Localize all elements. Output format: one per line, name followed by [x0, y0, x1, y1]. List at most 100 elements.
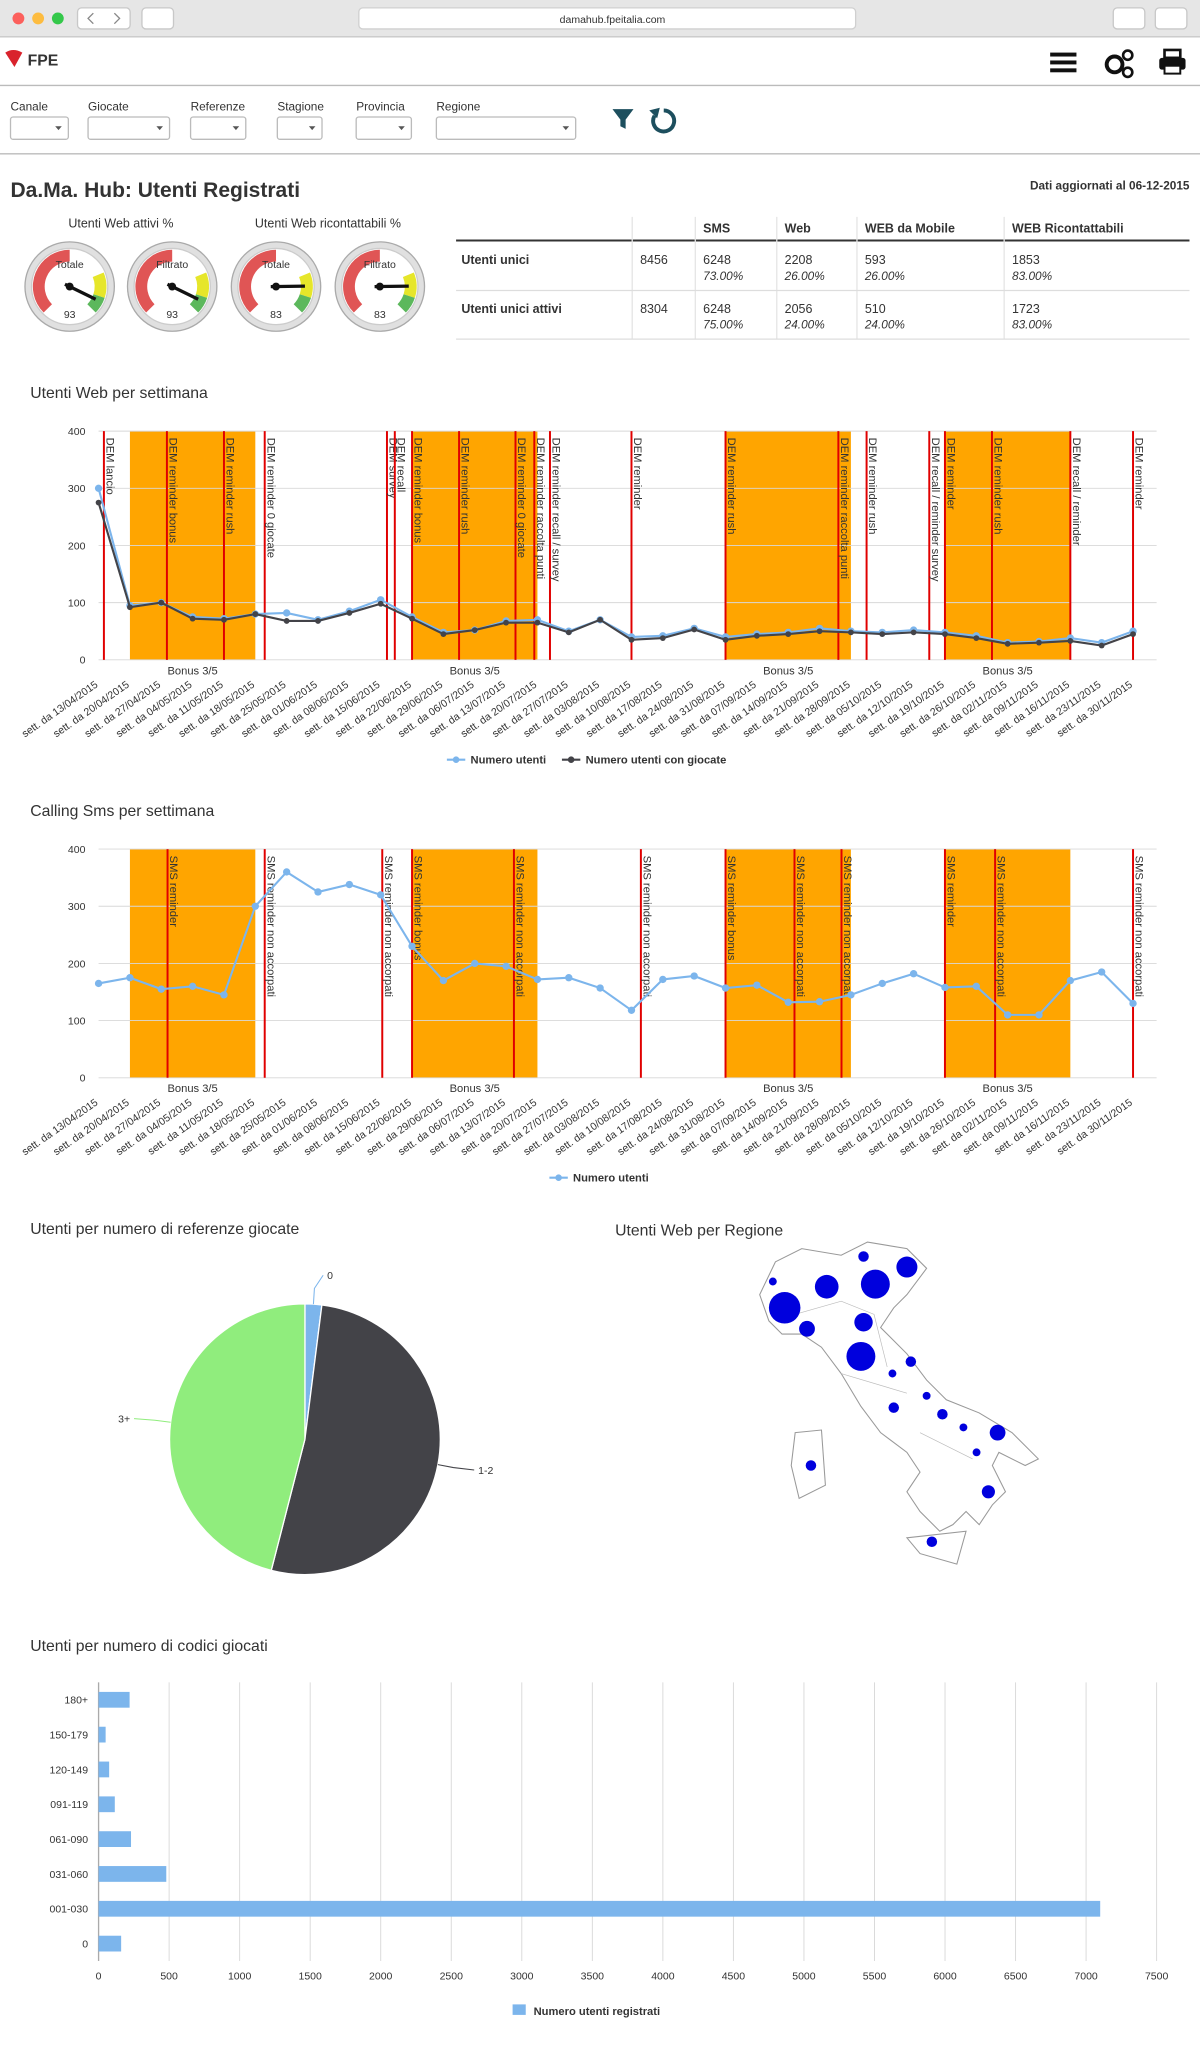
bar: [98, 1900, 1101, 1917]
region-bubble: [888, 1402, 900, 1413]
cell-value: 2056: [785, 302, 813, 316]
y-tick-label: 0: [80, 1073, 86, 1085]
gauge-band: [397, 294, 415, 313]
bar: [98, 1726, 106, 1743]
pie-connector: [312, 1274, 324, 1305]
gauge-group-title: Utenti Web attivi %: [68, 216, 173, 230]
region-bubble: [854, 1313, 873, 1332]
band-label: Bonus 3/5: [983, 1083, 1033, 1095]
band-label: Bonus 3/5: [167, 665, 217, 677]
brand: FPE: [28, 53, 59, 70]
share-button[interactable]: [1112, 7, 1146, 30]
legend-label[interactable]: Numero utenti: [471, 755, 547, 767]
series-line: [97, 502, 1134, 647]
minimize-button[interactable]: [32, 12, 45, 25]
bar: [98, 1866, 167, 1882]
plot-line-label: SMS reminder non accorpati: [794, 856, 806, 997]
point: [188, 982, 197, 990]
filter-select[interactable]: [189, 116, 247, 140]
legend-label[interactable]: Numero utenti con giocate: [586, 755, 727, 767]
row-total: 8304: [640, 302, 668, 316]
gauge-band: [135, 249, 173, 313]
filter-select[interactable]: [276, 116, 323, 140]
band-label: Bonus 3/5: [167, 1083, 217, 1095]
region-bubble: [981, 1485, 995, 1499]
nav-buttons[interactable]: [76, 7, 131, 30]
cell-percent: 26.00%: [784, 269, 825, 283]
close-button[interactable]: [12, 12, 25, 25]
table-header: Web: [785, 222, 811, 236]
plot-line-label: SMS reminder non accorpati: [382, 856, 394, 997]
point: [440, 631, 447, 637]
plot-line-label: DEM reminder 0 giocate: [515, 438, 527, 558]
point: [94, 484, 103, 492]
logo: [5, 49, 23, 68]
x-tick-label: 3000: [510, 1970, 534, 1982]
x-tick-label: 5000: [792, 1970, 816, 1982]
point: [282, 609, 291, 617]
point: [597, 616, 604, 623]
filter-select[interactable]: [355, 116, 413, 140]
point: [784, 998, 792, 1006]
point: [408, 942, 416, 950]
region-bubble: [989, 1424, 1006, 1441]
point: [596, 984, 604, 992]
cell-value: 2208: [785, 253, 813, 267]
legend-symbol: [512, 2004, 526, 2015]
page-title: Da.Ma. Hub: Utenti Registrati: [11, 179, 301, 202]
band-label: Bonus 3/5: [763, 665, 813, 677]
filter-label: Stagione: [277, 99, 324, 113]
y-tick-label: 300: [68, 901, 86, 913]
table-header: SMS: [703, 222, 730, 236]
point: [377, 600, 384, 607]
point: [439, 976, 448, 985]
select-caret: [562, 126, 570, 131]
x-tick-label: 4500: [722, 1970, 746, 1982]
chart-title: Utenti Web per Regione: [615, 1222, 783, 1239]
legend-label[interactable]: Numero utenti: [573, 1173, 649, 1185]
gauge-band: [343, 249, 380, 313]
x-tick-label: 1000: [228, 1970, 252, 1982]
gauge-band: [239, 249, 277, 313]
plot-line-label: DEM reminder: [631, 438, 643, 510]
chart-title: Calling Sms per settimana: [30, 803, 214, 820]
point: [628, 636, 635, 643]
menu-icon[interactable]: [1050, 52, 1077, 73]
point: [282, 868, 291, 876]
point: [189, 615, 196, 622]
legend-label[interactable]: Numero utenti registrati: [534, 2006, 660, 2018]
plot-line-label: SMS reminder non accorpati: [641, 856, 653, 997]
x-tick-label: 500: [160, 1970, 178, 1982]
series-line: [98, 870, 1134, 1016]
chart-title: Utenti per numero di referenze giocate: [30, 1221, 299, 1238]
filter-icon[interactable]: [612, 109, 634, 129]
address-bar[interactable]: [358, 7, 857, 30]
reset-icon[interactable]: [651, 108, 677, 134]
x-tick-label: 6500: [1004, 1970, 1028, 1982]
filter-select[interactable]: [9, 116, 70, 140]
chart-title: Utenti Web per settimana: [30, 385, 208, 402]
cell-value: 6248: [703, 302, 731, 316]
plot-line-label: DEM reminder: [1133, 438, 1145, 510]
filter-select[interactable]: [435, 116, 577, 140]
settings-icon[interactable]: [1104, 49, 1134, 79]
point: [126, 974, 134, 982]
zoom-button[interactable]: [51, 12, 64, 25]
print-icon[interactable]: [1159, 48, 1186, 75]
gauge-hub: [168, 282, 177, 291]
band-label: Bonus 3/5: [983, 665, 1033, 677]
y-tick-label: 061-090: [50, 1834, 89, 1846]
filter-label: Giocate: [88, 99, 129, 113]
updated-date: Dati aggiornati al 06-12-2015: [1030, 178, 1190, 192]
pie-connector: [134, 1418, 171, 1423]
plot-line-label: SMS reminder: [167, 856, 179, 928]
cell-percent: 83.00%: [1012, 269, 1052, 283]
point: [94, 979, 103, 988]
tabs-button[interactable]: [1154, 7, 1188, 30]
plot-line-label: DEM reminder: [945, 438, 957, 510]
filter-select[interactable]: [87, 116, 171, 140]
sidebar-button[interactable]: [141, 7, 175, 30]
point: [1098, 642, 1105, 649]
x-tick-label: 4000: [651, 1970, 675, 1982]
